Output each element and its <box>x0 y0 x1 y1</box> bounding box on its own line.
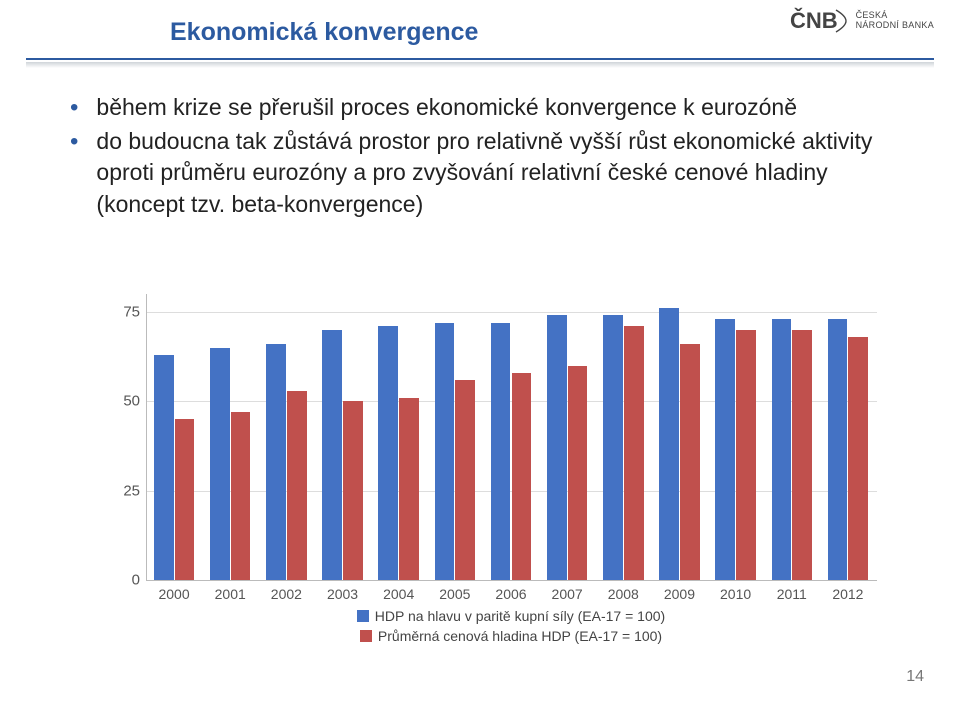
chart-x-label: 2009 <box>651 586 707 602</box>
chart-bar <box>435 323 455 580</box>
chart-x-label: 2005 <box>427 586 483 602</box>
chart-bar <box>512 373 532 580</box>
bullet-item: •do budoucna tak zůstává prostor pro rel… <box>70 126 910 221</box>
chart-x-label: 2006 <box>483 586 539 602</box>
bullet-text: během krize se přerušil proces ekonomick… <box>96 92 910 124</box>
cnb-logo-icon: ČNB <box>790 6 850 36</box>
chart-y-label: 25 <box>96 482 140 499</box>
logo-line2: NÁRODNÍ BANKA <box>856 21 934 31</box>
chart-bar <box>455 380 475 580</box>
logo: ČNB ČESKÁ NÁRODNÍ BANKA <box>790 6 934 36</box>
chart-bar <box>568 366 588 581</box>
chart-y-label: 50 <box>96 393 140 410</box>
chart-bar <box>659 308 679 580</box>
chart-bar <box>266 344 286 580</box>
chart-bar <box>343 401 363 580</box>
chart-y-label: 75 <box>96 303 140 320</box>
chart-bar <box>848 337 868 580</box>
chart-bar <box>491 323 511 580</box>
legend-swatch <box>357 610 369 622</box>
header-shadow <box>26 62 934 68</box>
convergence-chart: HDP na hlavu v paritě kupní síly (EA-17 … <box>96 294 876 644</box>
bullet-item: • během krize se přerušil proces ekonomic… <box>70 92 910 124</box>
chart-bar <box>792 330 812 580</box>
chart-bar <box>603 315 623 580</box>
chart-x-label: 2004 <box>371 586 427 602</box>
chart-bar <box>154 355 174 580</box>
chart-x-label: 2008 <box>595 586 651 602</box>
legend-swatch <box>360 630 372 642</box>
chart-bar <box>378 326 398 580</box>
chart-bar <box>828 319 848 580</box>
legend-item: Průměrná cenová hladina HDP (EA-17 = 100… <box>360 628 662 644</box>
chart-bar <box>322 330 342 580</box>
chart-x-label: 2011 <box>764 586 820 602</box>
chart-bar <box>399 398 419 580</box>
legend-item: HDP na hlavu v paritě kupní síly (EA-17 … <box>357 608 665 624</box>
header: Ekonomická konvergence ČNB ČESKÁ NÁRODNÍ… <box>0 0 960 74</box>
page-title: Ekonomická konvergence <box>170 18 478 47</box>
chart-x-label: 2002 <box>258 586 314 602</box>
chart-bar <box>772 319 792 580</box>
chart-y-label: 0 <box>96 572 140 589</box>
bullet-dot: • <box>70 126 78 221</box>
chart-x-label: 2010 <box>708 586 764 602</box>
bullet-text: do budoucna tak zůstává prostor pro rela… <box>96 126 910 221</box>
bullet-list: • během krize se přerušil proces ekonomic… <box>70 92 910 223</box>
chart-legend: HDP na hlavu v paritě kupní síly (EA-17 … <box>146 608 876 644</box>
page-number: 14 <box>906 668 924 686</box>
header-rule <box>26 58 934 60</box>
chart-bars <box>146 294 876 580</box>
legend-label: HDP na hlavu v paritě kupní síly (EA-17 … <box>375 608 665 624</box>
chart-x-label: 2007 <box>539 586 595 602</box>
bullet-dot: • <box>70 92 78 124</box>
logo-text: ČESKÁ NÁRODNÍ BANKA <box>856 11 934 31</box>
chart-bar <box>624 326 644 580</box>
chart-bar <box>680 344 700 580</box>
chart-x-label: 2000 <box>146 586 202 602</box>
chart-bar <box>715 319 735 580</box>
chart-bar <box>287 391 307 580</box>
svg-text:ČNB: ČNB <box>790 8 838 33</box>
chart-x-label: 2012 <box>820 586 876 602</box>
legend-label: Průměrná cenová hladina HDP (EA-17 = 100… <box>378 628 662 644</box>
chart-bar <box>736 330 756 580</box>
chart-bar <box>547 315 567 580</box>
chart-bar <box>231 412 251 580</box>
chart-bar <box>210 348 230 580</box>
chart-bar <box>175 419 195 580</box>
chart-x-label: 2001 <box>202 586 258 602</box>
chart-x-label: 2003 <box>314 586 370 602</box>
